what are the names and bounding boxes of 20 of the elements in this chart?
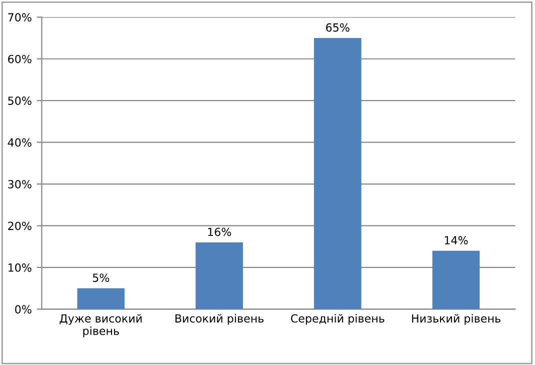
bar — [77, 288, 125, 310]
x-tick-label: Низький рівень — [412, 314, 500, 325]
bar — [432, 250, 480, 310]
y-tick-label: 20% — [8, 222, 32, 230]
bar — [196, 242, 243, 310]
y-tick-label: 60% — [8, 54, 32, 64]
x-tick-label: Дуже високий рівень — [60, 314, 142, 338]
y-tick-label: 40% — [8, 138, 32, 147]
data-label: 14% — [444, 236, 468, 244]
y-tick-label: 30% — [8, 180, 32, 188]
data-label: 65% — [326, 23, 350, 32]
data-label: 16% — [208, 228, 232, 236]
y-tick-label: 50% — [8, 96, 32, 105]
y-tick-label: 10% — [8, 263, 32, 272]
y-tick-label: 70% — [8, 13, 32, 22]
x-tick-label: Середній рівень — [290, 314, 384, 325]
x-tick-label: Високий рівень — [175, 314, 264, 325]
y-tick-label: 0% — [15, 305, 32, 314]
bar — [314, 38, 362, 310]
data-label: 5% — [92, 274, 110, 282]
